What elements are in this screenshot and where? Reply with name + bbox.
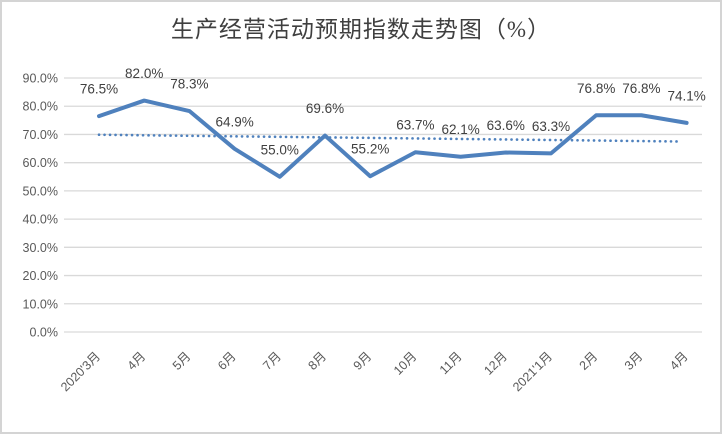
- trendline: [97, 133, 683, 143]
- y-axis-tick-label: 80.0%: [23, 100, 58, 114]
- data-label: 78.3%: [170, 77, 208, 92]
- data-label: 64.9%: [215, 114, 253, 129]
- data-label: 63.3%: [532, 119, 570, 134]
- x-axis-tick-label: 5月: [170, 349, 194, 373]
- data-label: 76.8%: [622, 81, 660, 96]
- y-axis-tick-label: 10.0%: [23, 297, 58, 311]
- chart-title: 生产经营活动预期指数走势图（%）: [170, 17, 552, 42]
- data-label: 76.5%: [80, 82, 118, 97]
- data-label: 69.6%: [306, 101, 344, 116]
- y-axis-tick-label: 90.0%: [23, 72, 58, 86]
- data-label: 82.0%: [125, 66, 163, 81]
- y-axis-tick-label: 70.0%: [23, 128, 58, 142]
- series-line: [97, 98, 689, 179]
- data-label: 62.1%: [441, 122, 479, 137]
- y-axis-tick-label: 50.0%: [23, 184, 58, 198]
- x-axis-tick-label: 7月: [260, 349, 284, 373]
- x-axis-tick-label: 2021'1月: [510, 349, 555, 394]
- x-axis-tick-label: 2月: [577, 349, 601, 373]
- data-label: 76.8%: [577, 81, 615, 96]
- data-label: 63.6%: [487, 118, 525, 133]
- x-axis-tick-label: 11月: [437, 349, 465, 377]
- x-axis-tick-label: 2020'3月: [58, 349, 103, 394]
- x-axis-tick-label: 6月: [215, 349, 239, 373]
- y-axis-tick-label: 60.0%: [23, 156, 58, 170]
- x-axis-tick-label: 4月: [125, 349, 149, 373]
- y-axis-tick-label: 0.0%: [30, 326, 59, 340]
- x-axis-tick-label: 10月: [391, 349, 420, 378]
- y-axis-tick-label: 30.0%: [23, 241, 58, 255]
- y-axis-tick-label: 40.0%: [23, 213, 58, 227]
- data-label: 63.7%: [396, 118, 434, 133]
- data-label: 55.2%: [351, 142, 389, 157]
- y-axis-tick-label: 20.0%: [23, 269, 58, 283]
- x-axis-tick-label: 8月: [305, 349, 329, 373]
- data-label: 55.0%: [261, 142, 299, 157]
- x-axis-tick-label: 12月: [481, 349, 510, 378]
- data-label: 74.1%: [667, 88, 705, 103]
- x-axis-tick-label: 3月: [622, 349, 646, 373]
- x-axis-tick-label: 4月: [667, 349, 691, 373]
- x-axis-tick-label: 9月: [351, 349, 375, 373]
